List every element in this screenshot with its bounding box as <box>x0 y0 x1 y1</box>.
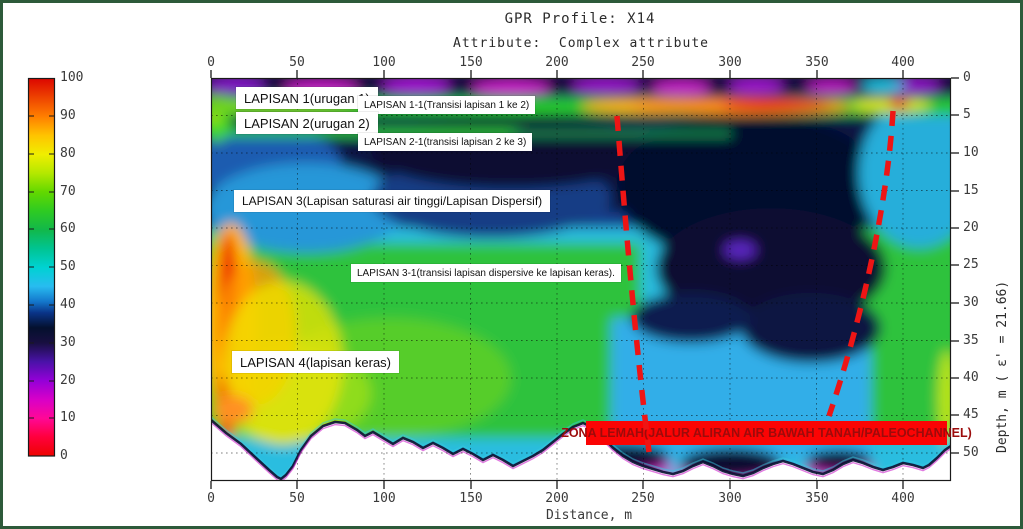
x-tick-label-top: 200 <box>545 55 569 70</box>
x-tick-label-top: 300 <box>718 55 742 70</box>
annotation-lapisan-2-1: LAPISAN 2-1(transisi lapisan 2 ke 3) <box>358 133 533 151</box>
annotation-lapisan-3-1: LAPISAN 3-1(transisi lapisan dispersive … <box>351 264 621 282</box>
x-tick-label-bottom: 300 <box>718 491 742 506</box>
x-tick-label-bottom: 50 <box>289 491 305 506</box>
depth-tick-label: 50 <box>963 445 979 460</box>
annotation-lapisan-3: LAPISAN 3(Lapisan saturasi air tinggi/La… <box>234 190 551 212</box>
x-tick-label-bottom: 0 <box>207 491 215 506</box>
colorbar-tick-label: 30 <box>60 335 76 350</box>
weak-zone-banner: ZONA LEMAH(JALUR ALIRAN AIR BAWAH TANAH/… <box>561 421 972 445</box>
depth-tick-label: 0 <box>963 70 971 85</box>
x-axis-label: Distance, m <box>545 508 633 523</box>
depth-axis-label: Depth, m ( ε' = 21.66) <box>995 280 1010 453</box>
x-tick-label-bottom: 150 <box>459 491 483 506</box>
x-tick-label-bottom: 350 <box>805 491 829 506</box>
annotation-lapisan-4: LAPISAN 4(lapisan keras) <box>232 351 400 373</box>
x-tick-label-top: 250 <box>631 55 655 70</box>
colorbar-tick-label: 80 <box>60 146 76 161</box>
x-tick-label-bottom: 250 <box>631 491 655 506</box>
x-tick-label-top: 0 <box>207 55 215 70</box>
x-tick-label-bottom: 200 <box>545 491 569 506</box>
colorbar-tick-label: 20 <box>60 373 76 388</box>
colorbar-gradient <box>29 79 54 456</box>
x-tick-label-top: 350 <box>805 55 829 70</box>
colorbar-tick-label: 70 <box>60 184 76 199</box>
depth-tick-label: 20 <box>963 220 979 235</box>
colorbar-tick-label: 40 <box>60 297 76 312</box>
annotation-lapisan-1-1: LAPISAN 1-1(Transisi lapisan 1 ke 2) <box>358 96 536 114</box>
depth-tick-label: 10 <box>963 145 979 160</box>
x-tick-label-top: 100 <box>372 55 396 70</box>
depth-tick-label: 30 <box>963 295 979 310</box>
depth-tick-label: 25 <box>963 257 979 272</box>
colorbar-tick-label: 50 <box>60 259 76 274</box>
depth-tick-label: 40 <box>963 370 979 385</box>
annotation-lapisan-2: LAPISAN 2(urugan 2) <box>236 112 378 134</box>
annotation-lapisan-1: LAPISAN 1(urugan 1) <box>236 87 378 109</box>
chart-subtitle: Attribute: Complex attribute <box>453 36 709 51</box>
page-title: GPR Profile: X14 <box>504 11 656 27</box>
x-tick-label-bottom: 400 <box>891 491 915 506</box>
colorbar-tick-label: 60 <box>60 221 76 236</box>
x-tick-label-top: 50 <box>289 55 305 70</box>
depth-tick-label: 5 <box>963 107 971 122</box>
x-tick-label-bottom: 100 <box>372 491 396 506</box>
x-tick-label-top: 400 <box>891 55 915 70</box>
depth-tick-label: 35 <box>963 333 979 348</box>
depth-tick-label: 45 <box>963 407 979 422</box>
colorbar-tick-label: 0 <box>60 448 68 463</box>
colorbar-tick-label: 100 <box>60 70 84 85</box>
x-tick-label-top: 150 <box>459 55 483 70</box>
colorbar-tick-label: 90 <box>60 108 76 123</box>
depth-tick-label: 15 <box>963 183 979 198</box>
colorbar-tick-label: 10 <box>60 410 76 425</box>
